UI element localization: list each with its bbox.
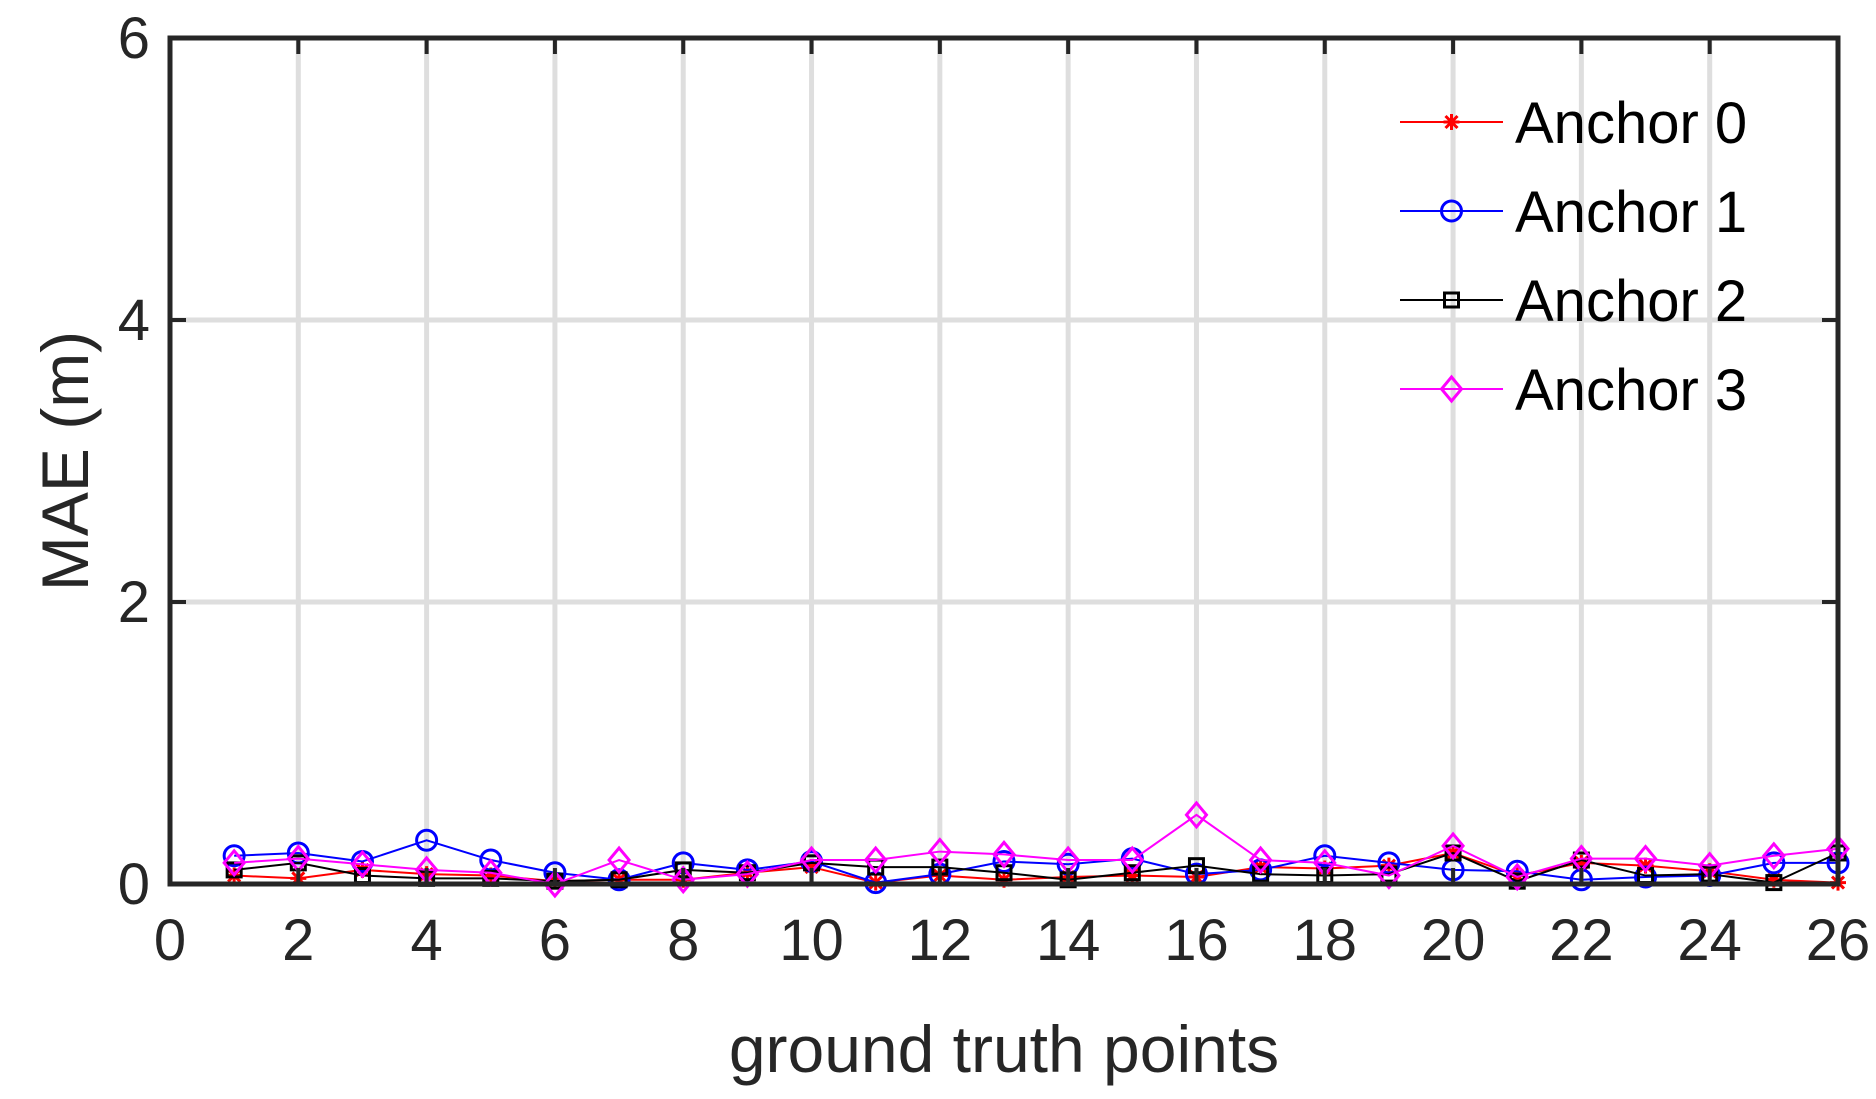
legend-label-anchor-0: Anchor 0 (1515, 91, 1747, 156)
x-tick-label: 14 (1036, 908, 1101, 973)
x-axis-label: ground truth points (729, 1012, 1279, 1086)
data-point-anchor-3 (542, 869, 567, 899)
x-tick-label: 22 (1549, 908, 1614, 973)
data-point-anchor-3 (1120, 845, 1145, 875)
plot-area (170, 38, 1838, 884)
data-point-anchor-3 (1376, 861, 1401, 890)
legend-label-anchor-2: Anchor 2 (1515, 269, 1747, 334)
legend-marker-anchor-1 (1440, 199, 1463, 223)
data-point-anchor-1 (415, 828, 439, 852)
legend-marker-anchor-0 (1443, 114, 1460, 130)
series-line-anchor-0 (234, 851, 1839, 884)
data-point-anchor-3 (1441, 831, 1466, 861)
legend: Anchor 0 Anchor 1 Anchor 2 Anchor 3 (1400, 91, 1747, 423)
data-point-anchor-0 (1765, 871, 1782, 888)
y-tick-label: 2 (118, 570, 150, 635)
data-point-anchor-1 (1634, 865, 1658, 889)
data-point-anchor-3 (1184, 800, 1209, 830)
data-point-anchor-1 (1762, 851, 1786, 875)
x-tick-label: 26 (1806, 908, 1871, 973)
y-tick-label: 4 (118, 288, 150, 353)
legend-marker-anchor-3 (1439, 374, 1464, 404)
data-point-anchor-3 (1633, 844, 1658, 873)
data-point-anchor-0 (482, 867, 499, 884)
series-layer (222, 800, 1850, 899)
data-point-anchor-1 (992, 849, 1016, 873)
legend-marker-anchor-2 (1443, 291, 1460, 309)
legend-label-anchor-3: Anchor 3 (1515, 358, 1747, 423)
x-tick-label: 4 (410, 908, 442, 973)
data-point-anchor-2 (1252, 865, 1270, 883)
data-point-anchor-1 (1377, 851, 1401, 875)
data-point-anchor-3 (222, 848, 247, 878)
series-line-anchor-3 (234, 813, 1839, 886)
data-point-anchor-3 (992, 840, 1016, 869)
x-tick-label: 8 (667, 908, 699, 973)
x-tick-label: 16 (1164, 908, 1229, 973)
data-point-anchor-3 (671, 865, 696, 895)
legend-label-anchor-1: Anchor 1 (1515, 180, 1747, 245)
data-point-anchor-3 (863, 845, 888, 875)
data-point-anchor-0 (1573, 854, 1590, 871)
x-tick-label: 24 (1677, 908, 1742, 973)
series-line-anchor-2 (234, 851, 1839, 884)
data-point-anchor-0 (1124, 867, 1141, 884)
data-point-anchor-1 (1313, 844, 1337, 868)
data-point-anchor-3 (1761, 841, 1786, 871)
data-point-anchor-1 (222, 844, 246, 868)
data-point-anchor-2 (1123, 864, 1141, 882)
axes-frame (167, 35, 1841, 887)
x-tick-label: 2 (282, 908, 314, 973)
data-point-anchor-3 (1505, 862, 1530, 892)
data-point-anchor-3 (350, 849, 375, 879)
y-tick-label: 0 (118, 852, 150, 917)
y-tick-label: 6 (118, 6, 150, 71)
data-point-anchor-3 (927, 837, 952, 866)
x-tick-label: 6 (539, 908, 571, 973)
x-tick-label: 0 (154, 908, 186, 973)
x-tick-label: 18 (1293, 908, 1358, 973)
data-point-anchor-3 (1248, 845, 1273, 875)
x-tick-label: 12 (908, 908, 973, 973)
y-axis-label: MAE (m) (28, 331, 102, 591)
x-tick-label: 20 (1421, 908, 1486, 973)
data-point-anchor-0 (803, 859, 820, 876)
x-tick-label: 10 (779, 908, 844, 973)
data-point-anchor-3 (607, 845, 632, 875)
